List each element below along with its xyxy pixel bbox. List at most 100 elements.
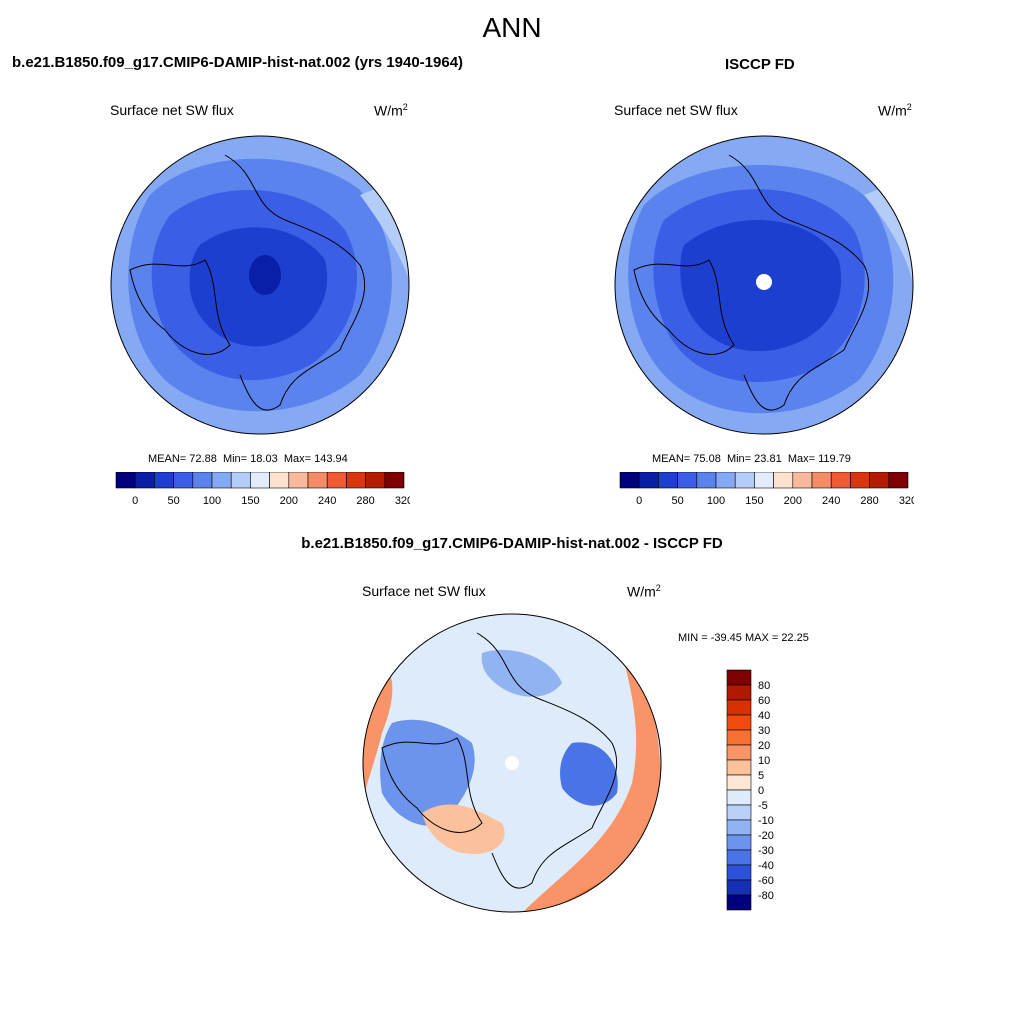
colorbar-tick-label: 150 <box>745 495 763 507</box>
colorbar-tick-label: -20 <box>758 830 774 842</box>
colorbar-box <box>288 472 309 489</box>
colorbar-tick-label: -10 <box>758 815 774 827</box>
model-colorbar: 0 50 100 150 200 240 280 320 <box>115 472 410 507</box>
colorbar-tick-label: 200 <box>784 495 802 507</box>
diff-variable-label: Surface net SW flux <box>362 583 486 599</box>
colorbar-box <box>365 472 386 489</box>
colorbar-box <box>726 669 752 686</box>
coastline <box>129 154 366 411</box>
colorbar-box <box>134 472 155 489</box>
colorbar-box <box>726 819 752 836</box>
colorbar-box <box>269 472 290 489</box>
model-units-label: W/m2 <box>374 102 408 119</box>
difference-title: b.e21.B1850.f09_g17.CMIP6-DAMIP-hist-nat… <box>301 535 723 552</box>
colorbar-tick-label: 40 <box>758 710 770 722</box>
colorbar-box <box>726 759 752 776</box>
colorbar-box <box>888 472 909 489</box>
colorbar-box <box>830 472 851 489</box>
map-border <box>614 135 914 435</box>
map-border <box>110 135 410 435</box>
colorbar-box <box>384 472 405 489</box>
colorbar-tick-label: 20 <box>758 740 770 752</box>
missing-data-pole <box>505 756 519 770</box>
map-fill-pole <box>249 255 281 295</box>
colorbar-box <box>250 472 270 489</box>
colorbar-box <box>115 472 136 489</box>
obs-stats: MEAN= 75.08 Min= 23.81 Max= 119.79 <box>652 453 851 465</box>
obs-case-title: ISCCP FD <box>725 56 795 73</box>
diff-stats: MIN = -39.45 MAX = 22.25 <box>678 632 809 644</box>
colorbar-box <box>869 472 890 489</box>
colorbar-tick-label: 80 <box>758 680 770 692</box>
diff-colorbar: 80 60 40 30 20 10 5 0 -5 -10 -20 -30 -40 -60 -80 <box>726 669 774 911</box>
colorbar-box <box>726 729 752 746</box>
difference-polar-map <box>362 613 662 913</box>
colorbar-tick-label: -80 <box>758 890 774 902</box>
colorbar-box <box>658 472 678 489</box>
colorbar-tick-label: 50 <box>167 495 179 507</box>
colorbar-box <box>307 472 328 489</box>
figure-title: ANN <box>482 12 542 43</box>
colorbar-box <box>726 714 752 731</box>
colorbar-tick-label: -5 <box>758 800 768 812</box>
colorbar-box <box>726 864 752 881</box>
obs-colorbar: 0 50 100 150 200 240 280 320 <box>619 472 914 507</box>
colorbar-box <box>326 472 347 489</box>
model-variable-label: Surface net SW flux <box>110 102 234 118</box>
diff-units-label: W/m2 <box>627 583 661 600</box>
colorbar-box <box>811 472 832 489</box>
colorbar-box <box>726 789 752 806</box>
colorbar-box <box>230 472 251 489</box>
colorbar-tick-label: 280 <box>860 495 878 507</box>
obs-units-label: W/m2 <box>878 102 912 119</box>
colorbar-box <box>726 894 752 911</box>
missing-data-pole <box>756 274 772 290</box>
colorbar-box <box>726 744 752 761</box>
map-fill-cool-right <box>560 742 618 806</box>
colorbar-tick-label: 150 <box>241 495 259 507</box>
colorbar-box <box>173 472 194 489</box>
colorbar-tick-label: 60 <box>758 695 770 707</box>
colorbar-box <box>726 879 752 896</box>
colorbar-box <box>715 472 736 489</box>
colorbar-box <box>726 849 752 866</box>
map-fill-cool-left <box>380 719 475 826</box>
colorbar-box <box>754 472 774 489</box>
colorbar-tick-label: 320 <box>899 495 914 507</box>
map-fill-warm-right <box>522 653 661 912</box>
map-border <box>362 613 662 913</box>
map-fill-warm-mid <box>422 804 505 854</box>
map-fill-cool-top <box>481 649 562 697</box>
model-stats: MEAN= 72.88 Min= 18.03 Max= 143.94 <box>148 453 348 465</box>
colorbar-tick-label: 0 <box>636 495 642 507</box>
colorbar-tick-label: 280 <box>356 495 374 507</box>
colorbar-box <box>726 699 752 716</box>
colorbar-tick-label: -40 <box>758 860 774 872</box>
colorbar-box <box>792 472 813 489</box>
colorbar-box <box>773 472 794 489</box>
coastline <box>381 632 618 889</box>
colorbar-box <box>192 472 213 489</box>
colorbar-tick-label: 240 <box>318 495 336 507</box>
colorbar-box <box>346 472 366 489</box>
colorbar-box <box>154 472 174 489</box>
colorbar-tick-label: 50 <box>671 495 683 507</box>
colorbar-tick-label: -60 <box>758 875 774 887</box>
colorbar-box <box>211 472 232 489</box>
colorbar-tick-label: 100 <box>203 495 221 507</box>
colorbar-box <box>619 472 640 489</box>
colorbar-box <box>726 804 752 821</box>
colorbar-box <box>677 472 698 489</box>
colorbar-tick-label: 0 <box>132 495 138 507</box>
colorbar-box <box>696 472 717 489</box>
obs-variable-label: Surface net SW flux <box>614 102 738 118</box>
model-polar-map <box>110 135 410 435</box>
obs-polar-map <box>614 135 914 435</box>
colorbar-box <box>850 472 870 489</box>
colorbar-box <box>638 472 659 489</box>
colorbar-box <box>726 774 752 791</box>
colorbar-tick-label: 100 <box>707 495 725 507</box>
colorbar-box <box>734 472 755 489</box>
colorbar-tick-label: 320 <box>395 495 410 507</box>
colorbar-tick-label: 240 <box>822 495 840 507</box>
